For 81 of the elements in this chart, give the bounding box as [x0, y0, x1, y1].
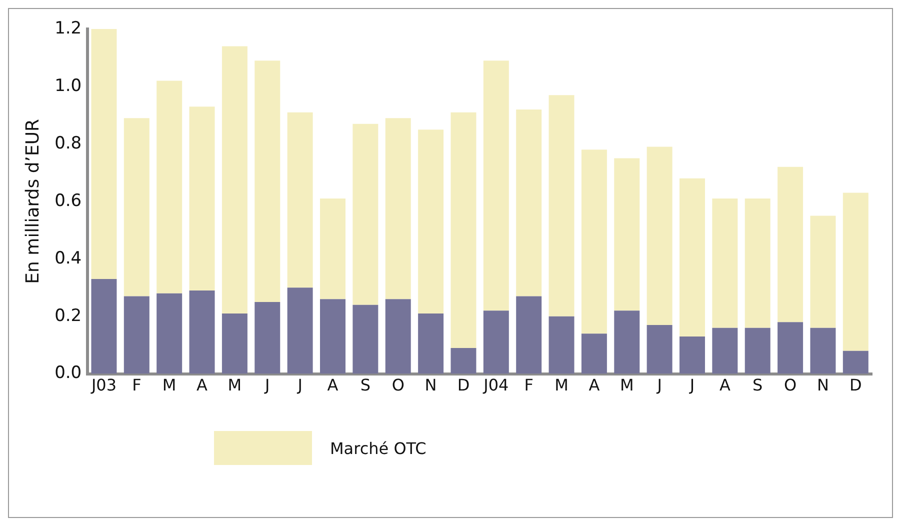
bar: [483, 60, 509, 311]
x-tick-label: M: [162, 376, 176, 395]
y-tick-label: 0.6: [54, 190, 82, 211]
bar: [156, 80, 182, 294]
y-tick-label: 1.0: [54, 76, 82, 96]
bar: [189, 290, 215, 374]
bar: [778, 322, 804, 374]
x-tick-label: M: [620, 376, 634, 395]
bar: [646, 324, 672, 374]
x-tick-label: J: [656, 376, 662, 395]
bar: [352, 124, 378, 305]
y-tick-label: 0.8: [54, 133, 82, 154]
bar: [450, 348, 476, 374]
bar: [614, 158, 640, 311]
bar: [581, 334, 607, 374]
bar: [548, 95, 574, 316]
bar: [810, 328, 836, 374]
bar: [680, 178, 705, 336]
x-tick-label: A: [327, 376, 338, 395]
bar: [646, 146, 672, 325]
x-tick-label: A: [719, 376, 730, 395]
x-tick-label: J04: [482, 376, 509, 395]
x-tick-label: M: [554, 376, 568, 395]
bar: [156, 293, 182, 374]
bar: [320, 299, 346, 374]
text: Marché OTC: [330, 438, 426, 458]
x-tick-label: J: [688, 376, 695, 395]
y-tick-label: 0.0: [54, 363, 82, 384]
bar: [842, 192, 868, 351]
x-tick-label: D: [849, 376, 862, 395]
bar: [516, 296, 542, 374]
bar: [222, 313, 248, 374]
bar: [254, 302, 280, 374]
bar: [744, 328, 770, 374]
bar: [712, 198, 738, 328]
x-tick-label: F: [524, 376, 534, 395]
bar: [352, 304, 378, 374]
bar: [287, 288, 313, 374]
bar: [254, 60, 280, 302]
x-tick-label: N: [424, 376, 437, 395]
x-tick-label: M: [228, 376, 242, 395]
bar: [744, 198, 770, 328]
x-tick-label: A: [196, 376, 208, 395]
bar: [91, 29, 117, 279]
x-tick-label: O: [392, 376, 404, 395]
x-tick-label: J: [296, 376, 302, 395]
x-tick-label: S: [360, 376, 371, 395]
x-tick-label: O: [784, 376, 797, 395]
x-tick-label: J03: [90, 376, 117, 395]
y-tick-label: 0.4: [54, 248, 82, 268]
x-tick-label: N: [816, 376, 829, 395]
x-tick-label: S: [752, 376, 763, 395]
bar: [418, 130, 444, 314]
bar: [548, 316, 574, 374]
bar: [287, 112, 313, 288]
bar: [483, 310, 509, 374]
x-tick-label: D: [457, 376, 470, 395]
bar: [418, 313, 444, 374]
bar: [320, 198, 346, 300]
bar: [842, 350, 868, 374]
bar: [581, 150, 607, 334]
bar: [189, 106, 215, 290]
x-tick-label: A: [588, 376, 600, 395]
bar: [385, 118, 411, 300]
bar: [712, 328, 738, 374]
bar: [124, 296, 150, 374]
bar: [450, 112, 476, 348]
bar: [516, 109, 542, 296]
y-tick-label: 0.2: [54, 306, 82, 326]
x-tick-label: F: [132, 376, 142, 395]
x-tick-label: J: [264, 376, 270, 395]
y-tick-label: 1.2: [54, 18, 82, 38]
bar: [810, 216, 836, 328]
bar: [91, 278, 117, 374]
y-axis-title: En milliards d’EUR: [22, 118, 44, 284]
bar: [124, 118, 150, 296]
bar: [778, 166, 804, 322]
bar: [222, 46, 248, 314]
bar: [614, 310, 640, 374]
bar: [680, 336, 705, 374]
bar: [385, 299, 411, 374]
